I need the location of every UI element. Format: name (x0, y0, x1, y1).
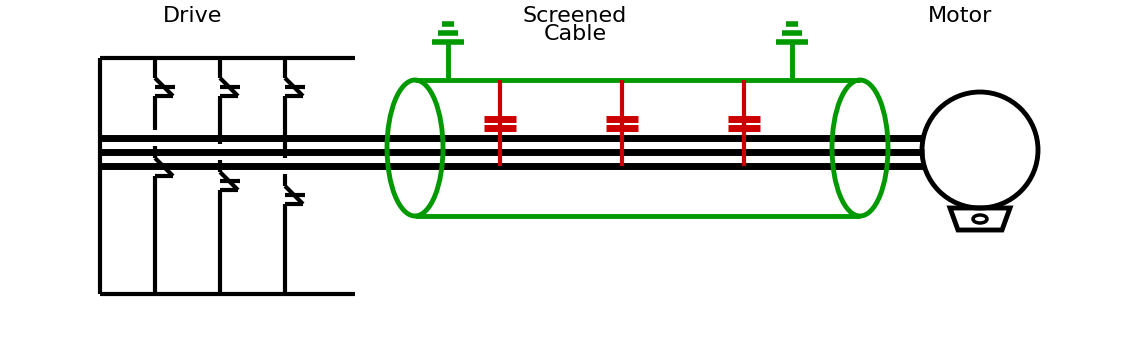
Text: Cable: Cable (544, 24, 606, 44)
Text: Motor: Motor (928, 6, 992, 26)
Text: Screened: Screened (523, 6, 627, 26)
Text: Drive: Drive (163, 6, 222, 26)
